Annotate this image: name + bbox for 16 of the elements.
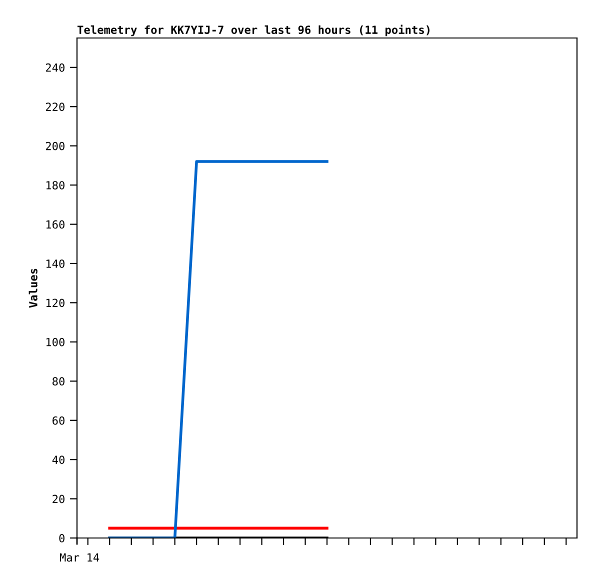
text: Mar 14 [60,553,100,562]
y-tick-label: 100 [46,338,64,346]
y-tick-label: 220 [46,102,64,112]
chart-title: Telemetry for KK7YIJ-7 over last 96 hours (11 points) [77,24,430,36]
y-tick-label: 200 [46,142,64,150]
y-tick-label: 80 [52,377,64,386]
y-tick-label: 120 [46,298,64,308]
y-tick-label: 160 [46,220,64,229]
y-axis-title: Values [28,268,38,308]
y-tick-label: 60 [52,416,64,425]
y-tick-label: 180 [46,181,64,190]
y-tick-label: 140 [46,259,64,268]
y-tick-label: 40 [52,456,64,464]
y-tick-label: 20 [52,494,64,504]
y-tick-label: 0 [59,534,64,542]
y-tick-label: 240 [46,63,64,72]
